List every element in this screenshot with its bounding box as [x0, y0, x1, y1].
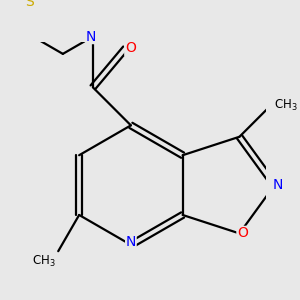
Text: N: N — [86, 29, 96, 44]
Text: N: N — [126, 235, 136, 249]
Text: O: O — [237, 226, 248, 240]
Text: O: O — [125, 41, 136, 56]
Text: CH$_3$: CH$_3$ — [32, 254, 55, 269]
Text: CH$_3$: CH$_3$ — [274, 98, 298, 113]
Text: N: N — [272, 178, 283, 192]
Text: S: S — [26, 0, 34, 9]
